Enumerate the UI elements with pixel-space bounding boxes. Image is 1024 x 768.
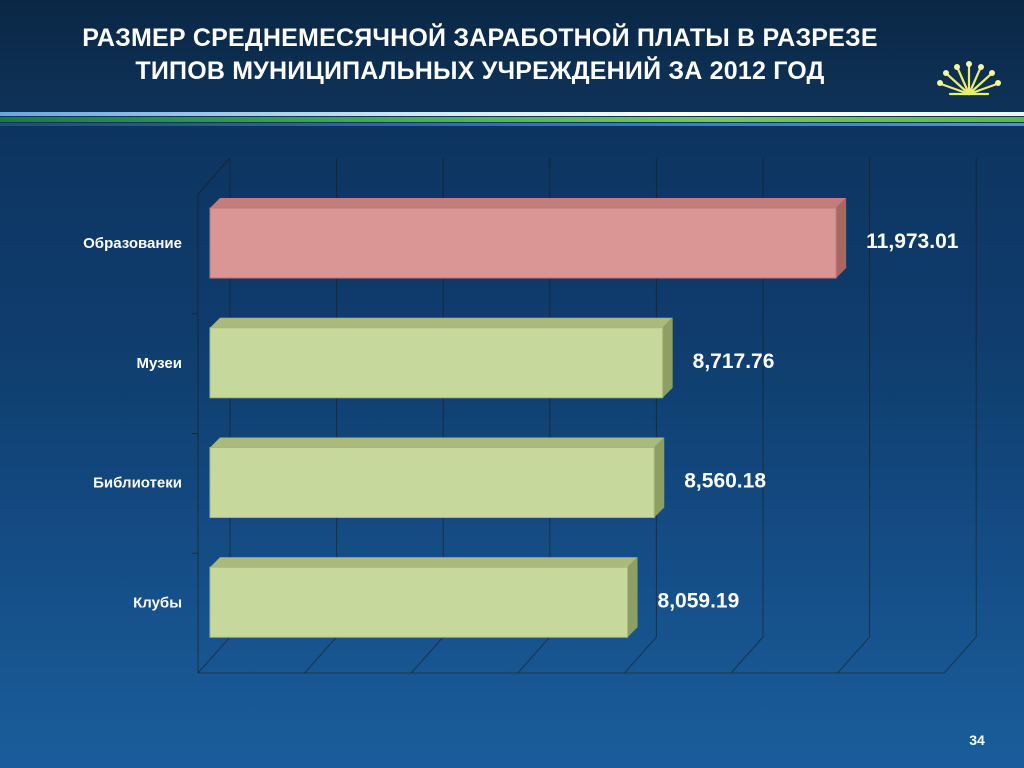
bar-1 (209, 207, 837, 279)
kurai-flower-icon (937, 61, 1001, 96)
data-label: 8,717.76 (693, 350, 775, 373)
stripe-blue (0, 123, 1024, 126)
bar-side-face (654, 437, 665, 518)
data-label: 8,059.19 (658, 589, 740, 612)
gridline-floor (197, 636, 231, 674)
data-label: 8,560.18 (684, 470, 766, 493)
header-stripes (0, 112, 1024, 128)
bar-2 (209, 327, 664, 399)
bar-top-face (210, 198, 847, 208)
stripe-green (0, 117, 1024, 122)
gridline-floor (304, 636, 337, 674)
slide-title: РАЗМЕР СРЕДНЕМЕСЯЧНОЙ ЗАРАБОТНОЙ ПЛАТЫ В… (40, 22, 920, 88)
category-label: Музеи (137, 355, 182, 372)
gridline-floor (624, 636, 657, 674)
gridline-floor (517, 636, 551, 674)
data-label: 11,973.01 (866, 230, 959, 253)
bar-top-face (210, 437, 665, 448)
category-label: Образование (83, 235, 182, 252)
gridline-floor (943, 636, 977, 674)
slide-header: РАЗМЕР СРЕДНЕМЕСЯЧНОЙ ЗАРАБОТНОЙ ПЛАТЫ В… (0, 0, 1024, 115)
category-label: Клубы (133, 594, 182, 611)
gridline-floor (730, 636, 764, 674)
bar-3 (209, 447, 655, 518)
gridline-floor (837, 636, 870, 674)
category-label: Библиотеки (93, 475, 182, 492)
y-axis-top-edge (197, 157, 231, 195)
title-line-1: РАЗМЕР СРЕДНЕМЕСЯЧНОЙ ЗАРАБОТНОЙ ПЛАТЫ В… (82, 24, 878, 52)
bar-4 (209, 566, 629, 638)
stripe-white (0, 112, 1024, 116)
gridline-floor (410, 636, 444, 674)
bar-side-face (836, 198, 847, 278)
bar-top-face (210, 557, 638, 568)
title-line-2: ТИПОВ МУНИЦИПАЛЬНЫХ УЧРЕЖДЕНИЙ ЗА 2012 Г… (135, 57, 825, 85)
bar-side-face (627, 557, 638, 638)
bar-side-face (662, 317, 673, 398)
bar-top-face (210, 317, 673, 328)
page-number: 34 (969, 732, 985, 748)
